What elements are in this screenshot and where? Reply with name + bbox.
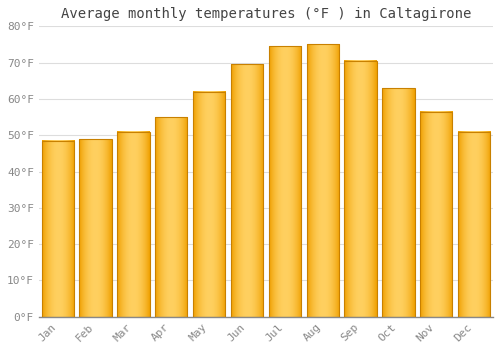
Bar	[382, 88, 414, 317]
Bar	[344, 61, 376, 317]
Bar	[155, 117, 188, 317]
Bar	[269, 46, 301, 317]
Bar	[193, 92, 225, 317]
Bar	[420, 112, 452, 317]
Bar	[118, 132, 150, 317]
Bar	[80, 139, 112, 317]
Bar	[306, 44, 339, 317]
Bar	[231, 64, 263, 317]
Bar	[42, 141, 74, 317]
Bar	[458, 132, 490, 317]
Title: Average monthly temperatures (°F ) in Caltagirone: Average monthly temperatures (°F ) in Ca…	[60, 7, 471, 21]
